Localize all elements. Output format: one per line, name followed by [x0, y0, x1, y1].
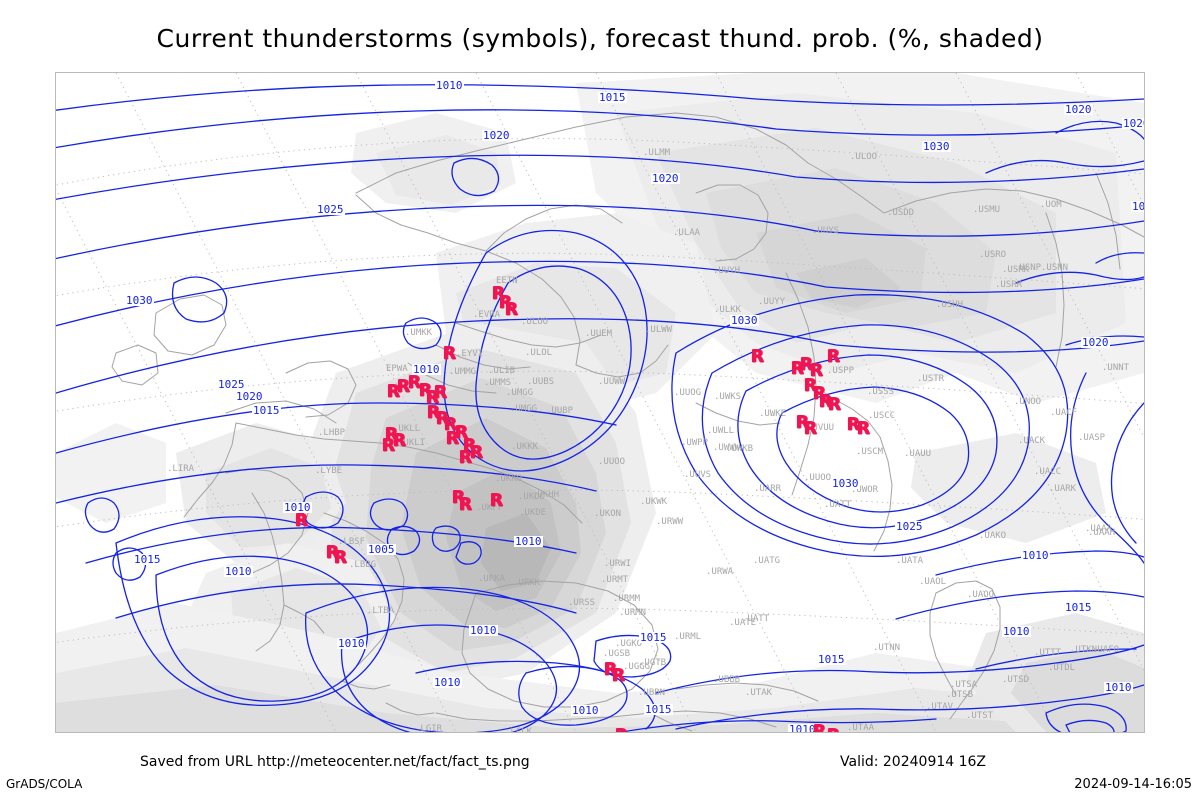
- isobar-value-label: 1010: [224, 565, 253, 578]
- isobar-value-label: 1020: [1081, 336, 1110, 349]
- isobar-value-label: 1025: [316, 203, 345, 216]
- lat-lon-gridlines: [56, 73, 1144, 732]
- thunderstorm-symbol: R: [385, 425, 399, 445]
- thunderstorm-symbol: R: [492, 284, 506, 304]
- isobar-value-label: 1030: [730, 314, 759, 327]
- isobar-value-label: 1030: [125, 294, 154, 307]
- thunderstorm-symbol: R: [334, 548, 348, 568]
- isobar-value-label: 1010: [337, 637, 366, 650]
- page-title: Current thunderstorms (symbols), forecas…: [156, 24, 1044, 53]
- isobar-value-label: 1010: [435, 79, 464, 92]
- thunderstorm-symbol: R: [459, 448, 473, 468]
- probability-shading: [56, 73, 1144, 732]
- isobar-value-label: 1015: [598, 91, 627, 104]
- thunderstorm-symbol: R: [827, 347, 841, 367]
- thunderstorm-symbol: R: [295, 511, 309, 531]
- thunderstorm-symbol: R: [397, 377, 411, 397]
- thunderstorm-symbol: R: [857, 419, 871, 439]
- thunderstorm-symbol: R: [426, 388, 440, 408]
- isobar-value-label: 1020: [482, 129, 511, 142]
- isobar-value-label: 1015: [817, 653, 846, 666]
- thunderstorm-symbol: R: [382, 436, 396, 456]
- thunderstorm-symbol: R: [625, 732, 638, 733]
- thunderstorm-symbol: R: [470, 443, 484, 463]
- thunderstorm-symbol: R: [452, 488, 466, 508]
- isobar-contours: [56, 84, 1144, 732]
- producer-credit: GrADS/COLA: [6, 777, 83, 791]
- isobar-value-label: 1010: [283, 501, 312, 514]
- isobar-value-label: 1010: [469, 624, 498, 637]
- thunderstorm-symbol: R: [455, 423, 469, 443]
- thunderstorm-symbol: R: [791, 359, 805, 379]
- thunderstorm-symbol: R: [326, 543, 340, 563]
- saved-from-url-text: Saved from URL http://meteocenter.net/fa…: [140, 754, 530, 770]
- thunderstorm-symbol: R: [810, 361, 824, 381]
- isobar-value-label: 1020: [235, 390, 264, 403]
- thunderstorm-symbol: R: [419, 381, 433, 401]
- isobar-value-label: 1010: [514, 535, 543, 548]
- isobar-value-label: 1015: [639, 631, 668, 644]
- isobar-value-label: 1010: [1021, 549, 1050, 562]
- isobar-value-label: 1015: [644, 703, 673, 716]
- thunderstorm-symbol: R: [804, 419, 818, 439]
- isobar-value-label: 1010: [412, 363, 441, 376]
- thunderstorm-symbol: R: [443, 344, 457, 364]
- thunderstorm-symbol: R: [444, 415, 458, 435]
- isobar-value-label: 1010: [571, 704, 600, 717]
- thunderstorm-symbol: R: [434, 383, 448, 403]
- thunderstorm-symbol: R: [490, 491, 504, 511]
- isobar-value-label: 1015: [1064, 601, 1093, 614]
- generation-timestamp: 2024-09-14-16:05: [1074, 777, 1192, 792]
- thunderstorm-symbol: R: [446, 429, 460, 449]
- isobar-value-label: 1030: [922, 140, 951, 153]
- isobar-value-label: 1020: [1122, 118, 1144, 129]
- isobar-value-label: 1020: [1064, 103, 1093, 116]
- thunderstorm-symbol: R: [463, 436, 477, 456]
- isobar-value-label: 1010: [1002, 625, 1031, 638]
- thunderstorm-symbol: R: [847, 415, 861, 435]
- coastlines-and-borders: [111, 112, 1144, 732]
- thunderstorm-symbol: R: [827, 728, 840, 733]
- isobar-value-label: 1010: [1131, 201, 1144, 212]
- isobar-value-label: 1030: [831, 477, 860, 490]
- thunderstorm-symbol: R: [499, 293, 513, 313]
- isobar-value-label: 1020: [651, 172, 680, 185]
- thunderstorm-symbol: R: [387, 382, 401, 402]
- thunderstorm-symbol: R: [804, 376, 818, 396]
- thunderstorm-symbol: R: [393, 431, 407, 451]
- isobar-value-label: 1015: [133, 553, 162, 566]
- isobar-value-label: 1010: [433, 676, 462, 689]
- thunderstorm-symbol: R: [615, 728, 628, 733]
- thunderstorm-symbol: R: [828, 395, 842, 415]
- map-graphics: [56, 73, 1144, 732]
- isobar-value-label: 1025: [217, 378, 246, 391]
- thunderstorm-symbol: R: [505, 300, 519, 320]
- thunderstorm-symbol: R: [751, 347, 765, 367]
- thunderstorm-symbol: R: [800, 355, 814, 375]
- thunderstorm-symbol: R: [459, 495, 473, 515]
- isobar-value-label: 1010: [788, 723, 817, 733]
- thunderstorm-symbol: R: [604, 660, 618, 680]
- thunderstorm-symbol: R: [427, 403, 441, 423]
- isobar-value-label: 1025: [895, 520, 924, 533]
- thunderstorm-symbol: R: [436, 409, 450, 429]
- isobar-value-label: 1005: [367, 543, 396, 556]
- thunderstorm-symbol: R: [819, 392, 833, 412]
- valid-time-text: Valid: 20240914 16Z: [840, 754, 987, 770]
- thunderstorm-symbol: R: [813, 722, 827, 733]
- station-label: .UNBB: [1144, 386, 1145, 395]
- thunderstorm-symbol: R: [796, 413, 810, 433]
- isobar-value-label: 1015: [252, 404, 281, 417]
- thunderstorm-symbol: R: [408, 373, 422, 393]
- thunderstorm-symbol: R: [813, 384, 827, 404]
- map-canvas[interactable]: .ULMM .ULOO .USDD .ULAA .USMU .UOM .UUYS .USRO.…: [55, 72, 1145, 733]
- isobar-value-label: 1010: [1104, 681, 1133, 694]
- thunderstorm-symbol: R: [612, 666, 626, 686]
